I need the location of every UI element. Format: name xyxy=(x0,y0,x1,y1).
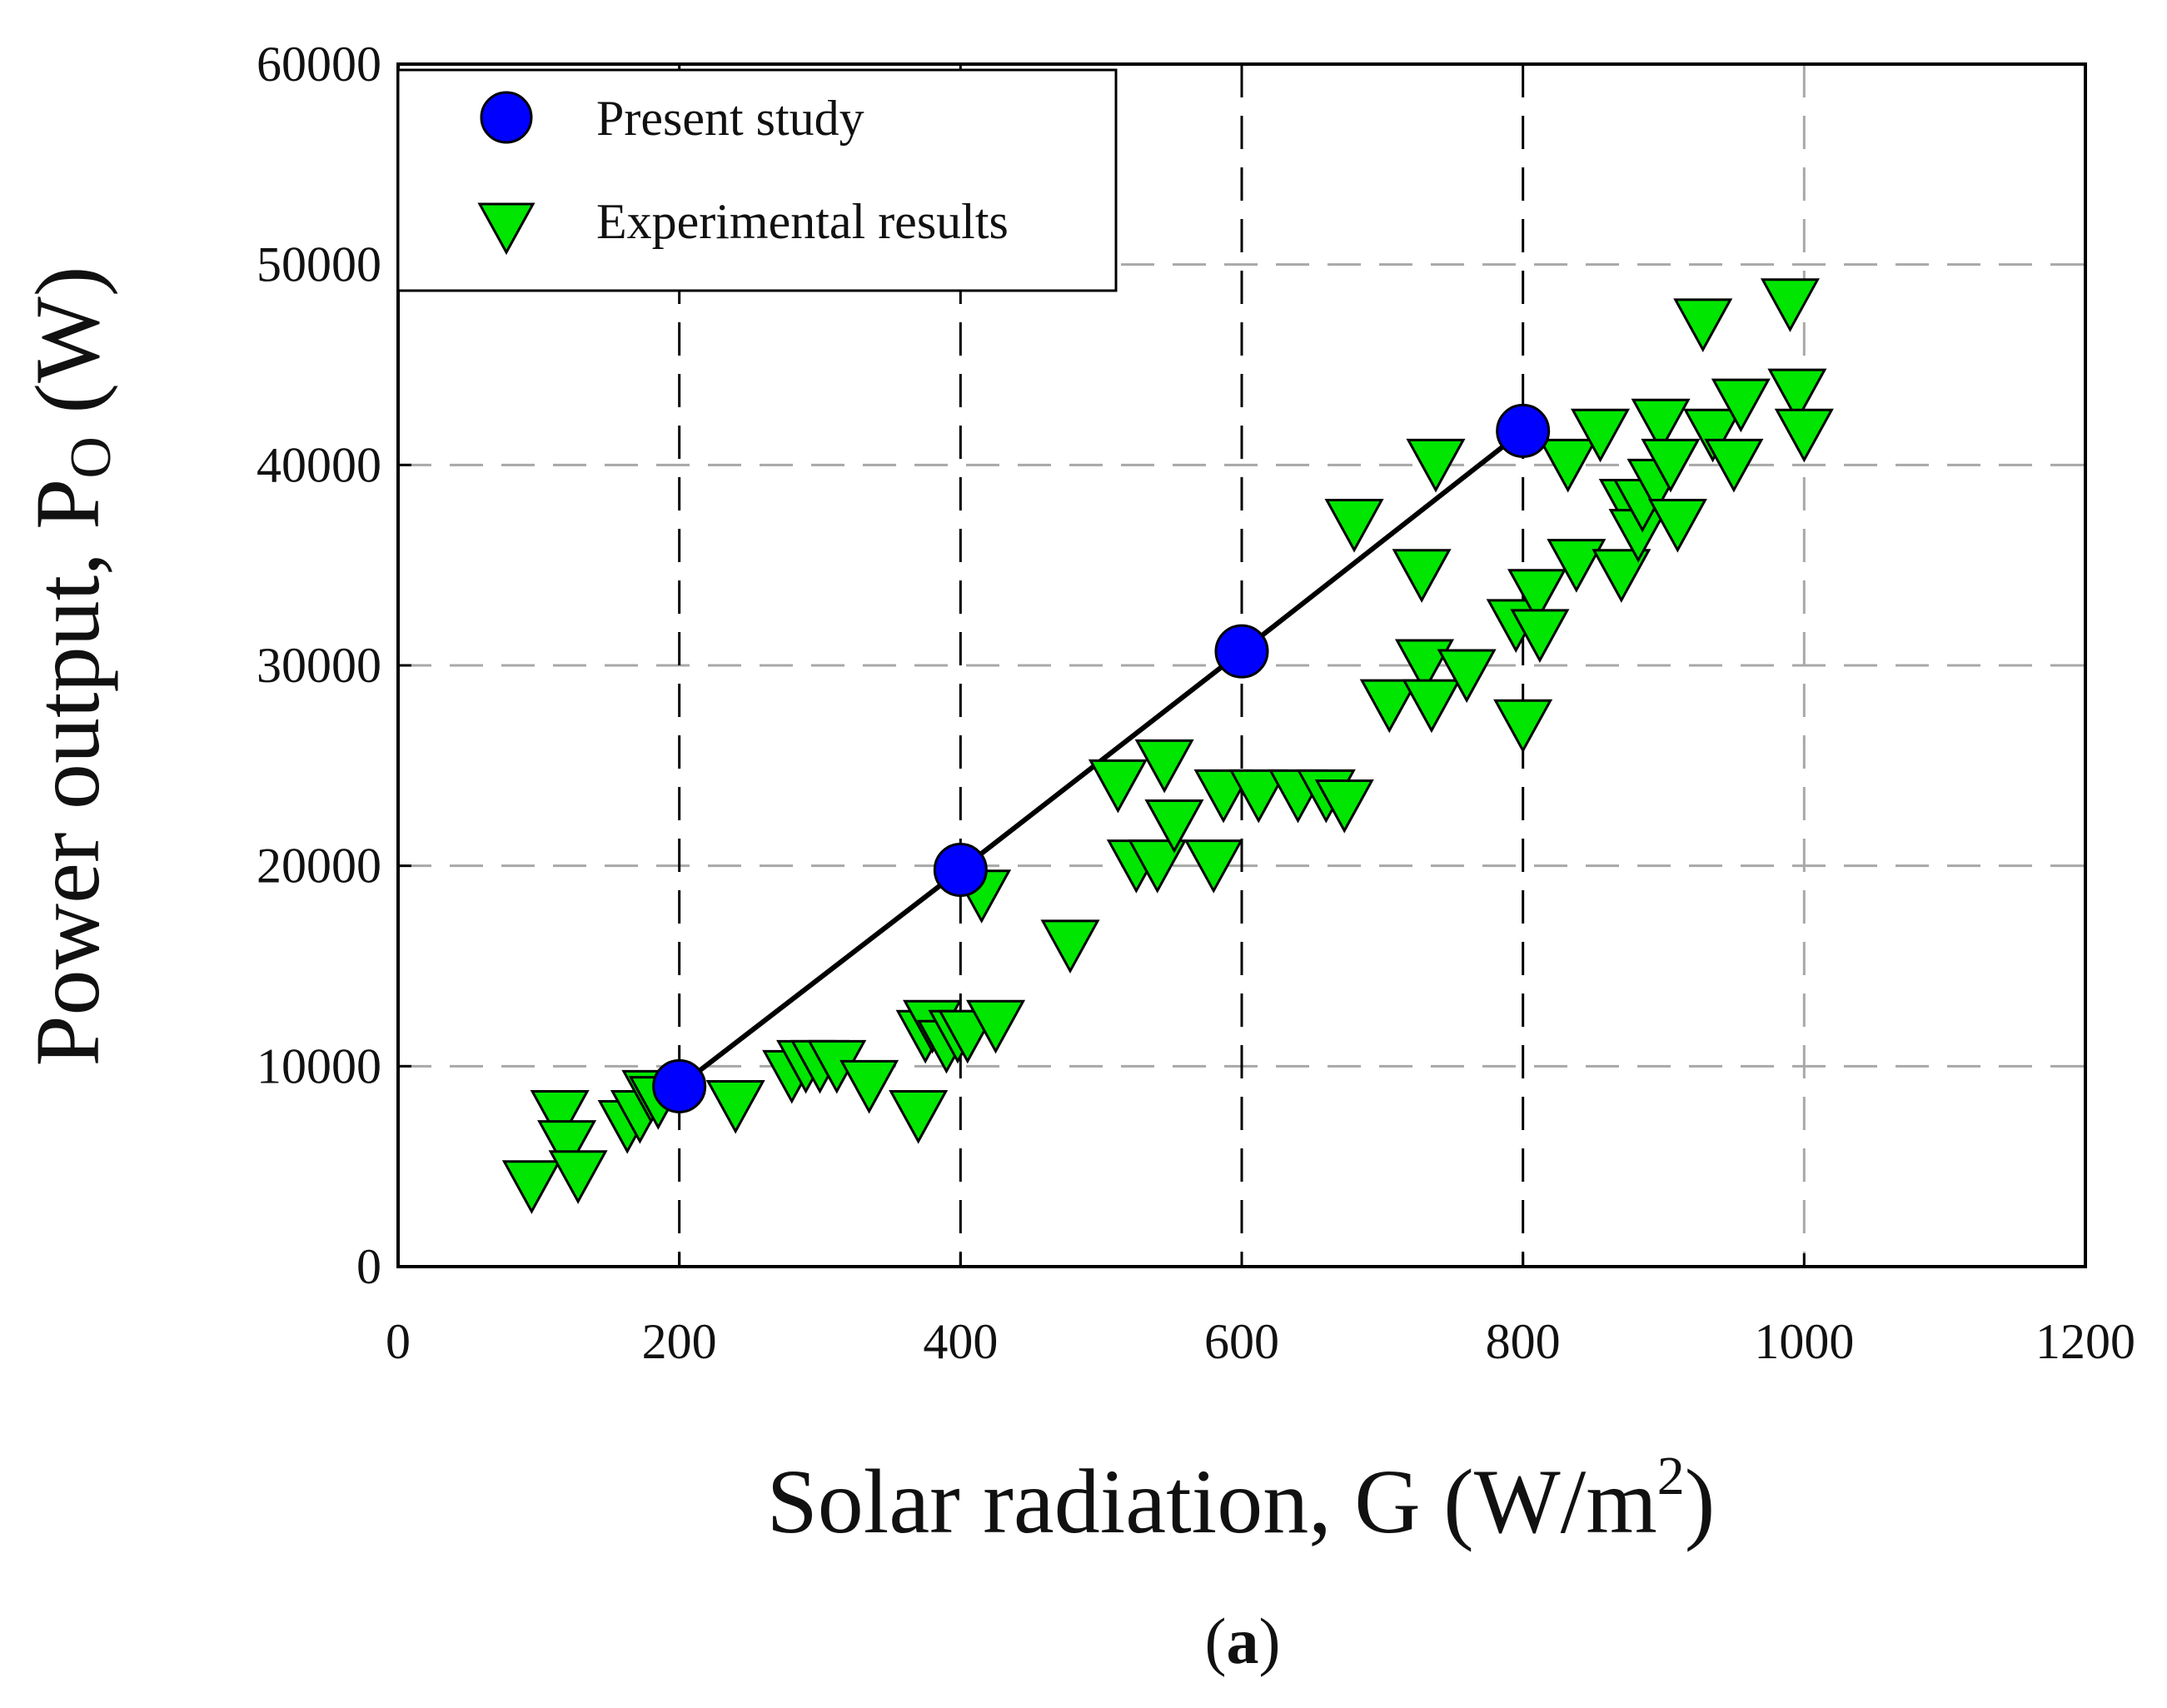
experimental-point xyxy=(1592,549,1651,603)
experimental-point xyxy=(1493,699,1553,754)
experimental-point xyxy=(705,1079,765,1134)
experimental-point xyxy=(1314,779,1374,834)
present-study-point xyxy=(933,842,988,897)
legend-label-present-study: Present study xyxy=(596,91,864,146)
y-tick-labels: 0 10000 20000 30000 40000 50000 60000 xyxy=(257,37,381,1294)
present-study-point xyxy=(652,1058,707,1113)
y-axis-title: Power output, PO (W) xyxy=(17,266,123,1066)
y-tick-label: 10000 xyxy=(257,1038,381,1093)
present-study-line-path xyxy=(677,429,1525,1088)
experimental-point xyxy=(839,1059,899,1114)
experimental-point xyxy=(537,1120,597,1174)
experimental-point xyxy=(1767,368,1827,423)
x-tick-label: 200 xyxy=(642,1314,717,1369)
y-tick-label: 0 xyxy=(356,1239,381,1294)
y-tick-label: 30000 xyxy=(257,638,381,693)
y-axis-title-subscript: O xyxy=(59,436,123,479)
x-axis-title-superscript: 2 xyxy=(1657,1446,1685,1506)
experimental-point xyxy=(1547,539,1607,593)
x-tick-label: 1200 xyxy=(2035,1314,2135,1369)
legend: Present study Experimental results xyxy=(396,68,1118,292)
experimental-point xyxy=(1359,679,1419,734)
experimental-point xyxy=(1641,438,1701,493)
present-study-point xyxy=(1496,403,1551,458)
y-tick-label: 50000 xyxy=(257,237,381,292)
experimental-point xyxy=(1711,378,1771,433)
experimental-point xyxy=(966,999,1026,1054)
legend-label-experimental-results: Experimental results xyxy=(596,194,1009,249)
experimental-point xyxy=(1183,839,1243,894)
x-tick-label: 0 xyxy=(386,1314,411,1369)
y-tick-label: 40000 xyxy=(257,437,381,492)
experimental-results-series xyxy=(501,278,1834,1214)
figure-caption: (a) xyxy=(1205,1605,1281,1677)
x-axis-title-main: Solar radiation, G (W/m xyxy=(767,1451,1657,1552)
experimental-point xyxy=(548,1150,608,1204)
x-tick-label: 600 xyxy=(1204,1314,1279,1369)
y-axis-title-main: Power output, P xyxy=(17,479,118,1067)
experimental-point xyxy=(1394,639,1455,694)
experimental-point xyxy=(1647,499,1707,553)
experimental-point xyxy=(1437,649,1497,704)
experimental-point xyxy=(1570,408,1631,463)
experimental-point xyxy=(1507,569,1567,623)
caption-close-paren: ) xyxy=(1259,1605,1281,1677)
experimental-point xyxy=(1228,769,1288,824)
experimental-point xyxy=(1673,298,1733,352)
legend-marker-present-study xyxy=(480,91,533,144)
experimental-point xyxy=(1631,398,1691,453)
experimental-point xyxy=(1402,679,1462,734)
experimental-point xyxy=(1088,759,1148,814)
experimental-point xyxy=(1510,609,1570,664)
x-tick-label: 800 xyxy=(1486,1314,1561,1369)
experimental-point xyxy=(530,1090,590,1144)
experimental-point xyxy=(1406,438,1466,493)
present-study-point xyxy=(1214,624,1269,679)
experimental-point xyxy=(1683,408,1743,463)
present-study-series xyxy=(652,403,1551,1113)
x-axis-title-end: ) xyxy=(1685,1451,1716,1552)
experimental-point xyxy=(1392,549,1452,603)
present-study-line xyxy=(677,429,1525,1088)
x-axis-title: Solar radiation, G (W/m2) xyxy=(767,1446,1716,1552)
experimental-point xyxy=(1538,438,1598,493)
legend-marker-experimental-results xyxy=(477,202,536,256)
experimental-point xyxy=(501,1160,561,1214)
experimental-point xyxy=(1324,499,1384,553)
experimental-point xyxy=(1704,438,1764,493)
experimental-point xyxy=(1128,839,1188,894)
caption-open-paren: ( xyxy=(1205,1605,1227,1677)
y-tick-label: 20000 xyxy=(257,839,381,894)
x-tick-labels: 0 200 400 600 800 1000 1200 xyxy=(386,1314,2135,1369)
x-tick-label: 1000 xyxy=(1754,1314,1854,1369)
experimental-point xyxy=(1760,278,1820,332)
experimental-point xyxy=(1774,408,1834,463)
experimental-point xyxy=(1040,919,1100,974)
experimental-point xyxy=(889,1090,949,1144)
y-axis-title-unit: (W) xyxy=(17,266,118,436)
y-tick-label: 60000 xyxy=(257,37,381,92)
x-tick-label: 400 xyxy=(923,1314,998,1369)
caption-letter: a xyxy=(1227,1605,1259,1677)
experimental-point xyxy=(1144,799,1204,854)
experimental-point xyxy=(1134,739,1194,794)
